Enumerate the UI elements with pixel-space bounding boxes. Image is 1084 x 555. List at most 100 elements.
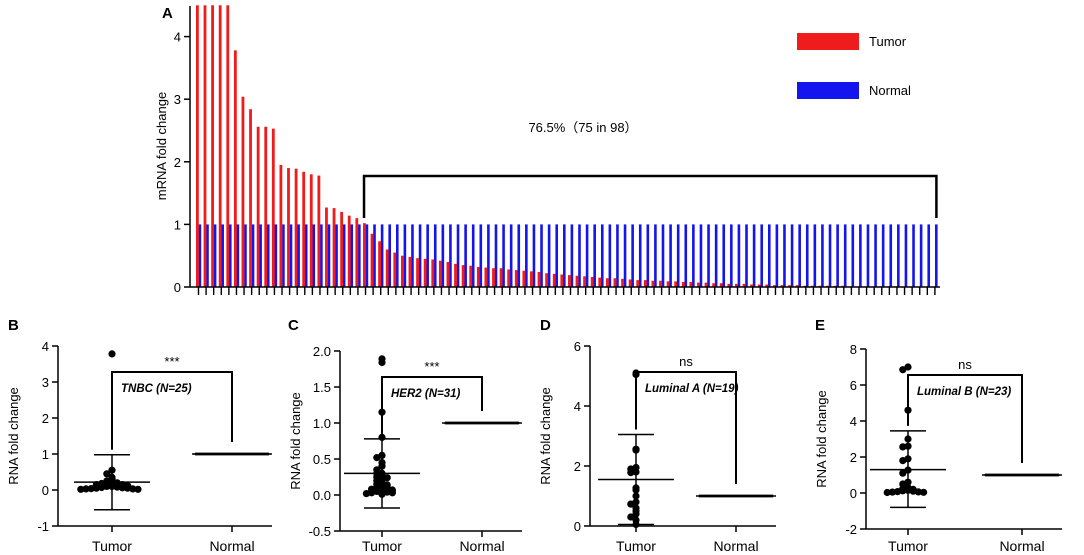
normal-bar — [828, 224, 832, 287]
tumor-bar — [499, 268, 503, 287]
tumor-bar — [537, 271, 541, 287]
y-tick-label: 4 — [174, 30, 181, 45]
normal-bar — [540, 224, 543, 287]
normal-bar — [426, 224, 429, 287]
normal-bar — [927, 224, 931, 287]
normal-bar — [449, 224, 452, 287]
tumor-point — [888, 488, 897, 496]
panel-c-scatter-her2: C RNA fold change -0.5 0.0 0.5 1.0 1.5 2.0 Tumor… — [288, 317, 522, 554]
x-label-tumor: Tumor — [92, 538, 132, 554]
tumor-bar — [613, 278, 617, 287]
tumor-bar — [476, 266, 480, 287]
normal-bar — [676, 224, 680, 287]
x-label-tumor: Tumor — [362, 538, 402, 554]
normal-bar — [919, 224, 923, 287]
y-tick-label: 2 — [574, 459, 581, 474]
panel-b-scatter-tnbc: B RNA fold change -1 0 1 2 3 4 Tumor Normal *** TNB… — [6, 317, 272, 554]
tumor-bar — [271, 128, 275, 287]
normal-bar — [259, 224, 262, 287]
tumor-point — [378, 358, 386, 367]
tumor-bar — [643, 280, 647, 287]
normal-bar — [904, 224, 908, 287]
tumor-bar — [438, 260, 442, 287]
normal-bar — [494, 224, 498, 287]
normal-bar — [692, 224, 695, 287]
normal-bar — [570, 224, 574, 287]
significance-bracket — [635, 371, 737, 484]
tumor-bar — [469, 265, 473, 287]
normal-bar — [889, 224, 893, 287]
normal-bar — [836, 224, 839, 287]
panel-label-c: C — [288, 317, 299, 334]
y-tick-label: -1 — [37, 519, 49, 534]
panel-label-a: A — [162, 5, 173, 22]
normal-bar — [821, 224, 824, 287]
tumor-point — [82, 485, 90, 493]
x-label-normal: Normal — [999, 538, 1044, 554]
tumor-bar — [552, 273, 556, 287]
y-tick-label: 2 — [42, 411, 49, 426]
normal-bar — [859, 224, 862, 287]
normal-bar — [798, 224, 801, 287]
tumor-bar — [454, 263, 457, 287]
x-label-normal: Normal — [459, 538, 504, 554]
normal-bar — [365, 224, 369, 287]
tumor-bar — [735, 283, 738, 287]
normal-bar — [320, 224, 323, 287]
tumor-bar — [249, 109, 252, 287]
tumor-bar — [568, 275, 571, 287]
normal-bar — [600, 224, 604, 287]
normal-bar — [509, 224, 513, 287]
normal-bar — [714, 224, 718, 287]
normal-bar — [760, 224, 763, 287]
tumor-bar — [287, 168, 290, 287]
normal-bar — [244, 224, 247, 287]
y-tick-label: 4 — [574, 399, 581, 414]
tumor-bar — [484, 267, 488, 287]
tumor-bar — [651, 280, 655, 287]
normal-bar — [752, 224, 756, 287]
normal-bar — [638, 224, 642, 287]
y-tick-label: 1.0 — [313, 416, 331, 431]
tumor-bar — [590, 276, 594, 287]
normal-bar — [935, 224, 938, 287]
tumor-bar — [727, 283, 731, 287]
normal-bar — [350, 224, 354, 287]
normal-bar — [358, 224, 361, 287]
tumor-bar — [400, 255, 404, 287]
panel-label-b: B — [8, 317, 19, 334]
normal-bar — [403, 224, 407, 287]
tumor-bar — [302, 171, 306, 287]
tumor-bar — [317, 175, 321, 287]
tumor-bar — [416, 258, 419, 287]
normal-bar — [578, 224, 581, 287]
normal-bar — [274, 224, 278, 287]
tumor-bar — [514, 270, 518, 287]
normal-bar — [373, 224, 376, 287]
tumor-bar — [628, 279, 632, 287]
y-tick-label: 4 — [42, 339, 49, 354]
normal-bar — [654, 224, 657, 287]
tumor-bar — [218, 5, 222, 288]
normal-bar — [608, 224, 612, 287]
tumor-bar — [530, 271, 533, 287]
normal-bar — [388, 224, 391, 287]
tumor-point — [899, 443, 907, 451]
tumor-point — [899, 457, 907, 465]
tumor-bar — [545, 273, 549, 287]
significance-label: ns — [679, 354, 693, 369]
normal-bar — [563, 224, 566, 287]
normal-bar — [228, 224, 232, 287]
tumor-bar — [507, 269, 511, 287]
normal-bar — [335, 224, 338, 287]
normal-bar — [213, 224, 217, 287]
significance-label: *** — [424, 359, 439, 374]
normal-bar — [783, 224, 786, 287]
tumor-bar — [332, 208, 336, 287]
normal-bar — [266, 224, 270, 287]
y-tick-label: 3 — [42, 375, 49, 390]
normal-bar — [669, 224, 672, 287]
tumor-point — [920, 488, 928, 496]
tumor-bar — [583, 276, 586, 287]
tumor-point — [899, 469, 907, 477]
